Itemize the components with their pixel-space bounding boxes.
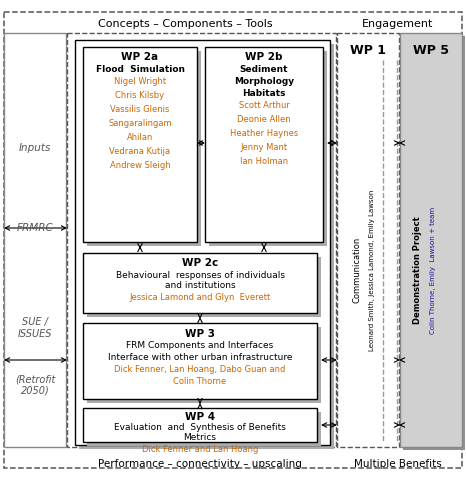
Bar [400, 33, 462, 447]
Text: Flood  Simulation: Flood Simulation [96, 64, 185, 73]
Text: Vedrana Kutija: Vedrana Kutija [110, 147, 171, 156]
Text: Inputs: Inputs [19, 143, 51, 153]
Text: Communication: Communication [352, 237, 362, 303]
Text: Jenny Mant: Jenny Mant [240, 143, 288, 152]
Bar [83, 253, 317, 313]
Text: WP 1: WP 1 [350, 44, 386, 57]
Bar [67, 33, 336, 447]
Bar [83, 47, 197, 242]
Text: Chris Kilsby: Chris Kilsby [116, 92, 164, 100]
Text: Vassilis Glenis: Vassilis Glenis [110, 106, 170, 115]
Bar [83, 323, 317, 399]
Text: Jessica Lamond and Glyn  Everett: Jessica Lamond and Glyn Everett [130, 293, 271, 302]
Text: WP 3: WP 3 [185, 329, 215, 339]
Text: Ian Holman: Ian Holman [240, 156, 288, 166]
Text: Behavioural  responses of individuals: Behavioural responses of individuals [116, 271, 285, 279]
Text: Ahilan: Ahilan [127, 133, 153, 143]
Bar [83, 408, 317, 442]
Text: Concepts – Components – Tools: Concepts – Components – Tools [98, 19, 272, 29]
Text: Leonard Smith, Jessica Lamond, Emily Lawson: Leonard Smith, Jessica Lamond, Emily Law… [369, 189, 375, 351]
Text: SUE /
ISSUES: SUE / ISSUES [18, 317, 52, 339]
Text: FRMRC: FRMRC [17, 223, 54, 233]
Text: Evaluation  and  Synthesis of Benefits: Evaluation and Synthesis of Benefits [114, 423, 286, 432]
Text: Dick Fenner and Lan Hoang: Dick Fenner and Lan Hoang [142, 444, 258, 454]
Text: Heather Haynes: Heather Haynes [230, 129, 298, 137]
Text: WP 4: WP 4 [185, 412, 215, 422]
Text: Morphology: Morphology [234, 76, 294, 85]
Text: Engagement: Engagement [362, 19, 434, 29]
Bar [75, 40, 330, 445]
Bar [87, 412, 321, 446]
Text: WP 5: WP 5 [413, 44, 449, 57]
Text: Colin Thorne, Emily  Lawson + team: Colin Thorne, Emily Lawson + team [430, 206, 436, 334]
Text: Multiple Benefits: Multiple Benefits [354, 459, 442, 469]
Text: Nigel Wright: Nigel Wright [114, 77, 166, 86]
Text: and institutions: and institutions [164, 280, 235, 289]
Text: WP 2b: WP 2b [245, 52, 283, 62]
Text: Habitats: Habitats [242, 88, 286, 97]
Text: (Retrofit
2050): (Retrofit 2050) [15, 374, 55, 396]
Text: Performance – connectivity – upscaling: Performance – connectivity – upscaling [98, 459, 302, 469]
Text: Dick Fenner, Lan Hoang, Dabo Guan and: Dick Fenner, Lan Hoang, Dabo Guan and [114, 364, 286, 373]
Text: Sangaralingam: Sangaralingam [108, 120, 172, 129]
Text: Scott Arthur: Scott Arthur [239, 100, 289, 109]
Text: FRM Components and Interfaces: FRM Components and Interfaces [126, 341, 274, 350]
Bar [87, 51, 201, 246]
Bar [4, 33, 66, 447]
Text: WP 2c: WP 2c [182, 258, 218, 268]
Text: Demonstration Project: Demonstration Project [413, 216, 423, 324]
Text: Metrics: Metrics [184, 433, 217, 443]
Bar [79, 44, 334, 449]
Bar [87, 327, 321, 403]
Text: Interface with other urban infrastructure: Interface with other urban infrastructur… [108, 352, 292, 361]
Text: Deonie Allen: Deonie Allen [237, 115, 291, 123]
Bar [337, 33, 399, 447]
Bar [87, 257, 321, 317]
Text: WP 2a: WP 2a [122, 52, 158, 62]
Bar [403, 36, 465, 450]
Text: Colin Thorne: Colin Thorne [173, 376, 226, 385]
Bar [209, 51, 327, 246]
Text: Sediment: Sediment [240, 64, 288, 73]
Text: Andrew Sleigh: Andrew Sleigh [110, 161, 170, 170]
Bar [205, 47, 323, 242]
